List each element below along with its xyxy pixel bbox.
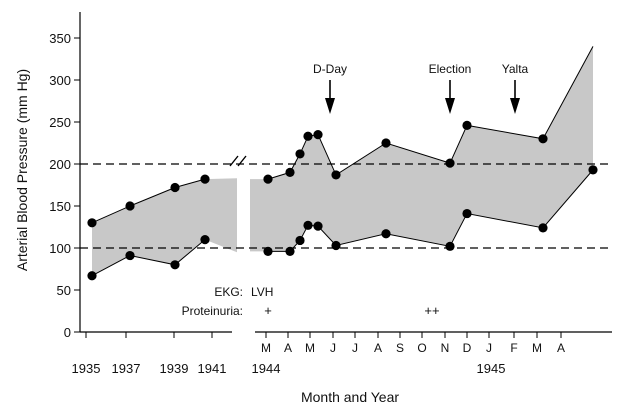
y-tick-label: 250 [49,115,71,130]
annotations-layer: EKG: LVH Proteinuria: + ++ [182,285,440,318]
x-tick-label: J [352,341,358,355]
x-tick-label: D [463,341,472,355]
diastolic-point [462,208,472,219]
event-label: Election [429,62,472,76]
y-tick-label: 200 [49,157,71,172]
ekg-value: LVH [251,285,273,299]
diastolic-point [313,221,323,231]
x-tick-label: O [417,341,426,355]
systolic-point [331,170,341,180]
x-tick-label: M [261,341,271,355]
x-year-label: 1945 [477,361,506,376]
x-tick-label: A [557,341,565,355]
y-axis-title: Arterial Blood Pressure (mm Hg) [14,69,30,271]
x-year-label: 1939 [160,361,189,376]
x-axis-title: Month and Year [301,389,399,405]
proteinuria-mark: ++ [424,303,439,318]
x-year-label: 1944 [252,361,281,376]
diastolic-point [285,246,295,256]
x-year-label: 1937 [112,361,141,376]
systolic-point [538,134,548,144]
y-tick-label: 100 [49,241,71,256]
systolic-point [303,131,313,141]
x-tick-label: S [396,341,404,355]
x-tick-label: N [441,341,450,355]
systolic-point [125,201,135,211]
pressure-band-layer [92,46,593,276]
y-ticks-layer: 0 50 100 150 200 250 300 350 [49,31,80,340]
pressure-band-segment [92,178,237,276]
event-marker-d-day: D-Day [313,62,347,114]
systolic-point [445,158,455,168]
event-label: Yalta [502,62,529,76]
systolic-point [263,174,273,184]
systolic-point [170,182,180,193]
x-tick-label: F [510,341,517,355]
systolic-point [87,218,97,228]
systolic-point [295,149,305,159]
diastolic-point [331,240,341,251]
x-year-label: 1941 [198,361,227,376]
y-tick-label: 300 [49,73,71,88]
pressure-band-segment [250,46,593,252]
y-tick-label: 350 [49,31,71,46]
proteinuria-label: Proteinuria: [182,304,243,318]
diastolic-point [445,241,455,251]
systolic-point [381,138,391,148]
x-year-label: 1935 [72,361,101,376]
diastolic-point [87,271,97,281]
diastolic-point [170,260,180,270]
ekg-label: EKG: [214,285,243,299]
diastolic-point [263,246,273,256]
arrowhead-icon [325,98,335,114]
proteinuria-mark: + [264,303,272,318]
systolic-point [200,174,210,184]
x-tick-label: A [284,341,292,355]
arrowhead-icon [445,98,455,114]
systolic-point [462,120,472,130]
event-markers-layer: D-Day Election Yalta [313,62,529,114]
event-marker-yalta: Yalta [502,62,529,114]
event-marker-election: Election [429,62,472,114]
systolic-point [285,167,295,177]
x-tick-label: J [330,341,336,355]
diastolic-point [125,250,135,261]
systolic-line [91,178,206,224]
diastolic-point [588,165,598,175]
x-tick-label: J [486,341,492,355]
series-points-layer [87,120,598,281]
diastolic-point [538,223,548,233]
y-tick-label: 50 [57,283,71,298]
y-tick-label: 0 [64,325,71,340]
x-tick-label: M [532,341,542,355]
systolic-point [313,130,323,140]
reference-lines-layer [80,163,612,249]
diastolic-line [91,239,206,277]
axes-layer [79,12,612,333]
y-tick-label: 150 [49,199,71,214]
diastolic-point [303,220,313,230]
x-tick-label: M [305,341,315,355]
arrowhead-icon [510,98,520,114]
diastolic-point [381,229,391,239]
x-tick-label: A [374,341,382,355]
diastolic-point [200,235,210,245]
diastolic-point [295,235,305,246]
event-label: D-Day [313,62,347,76]
axis-break-icon [229,155,247,167]
